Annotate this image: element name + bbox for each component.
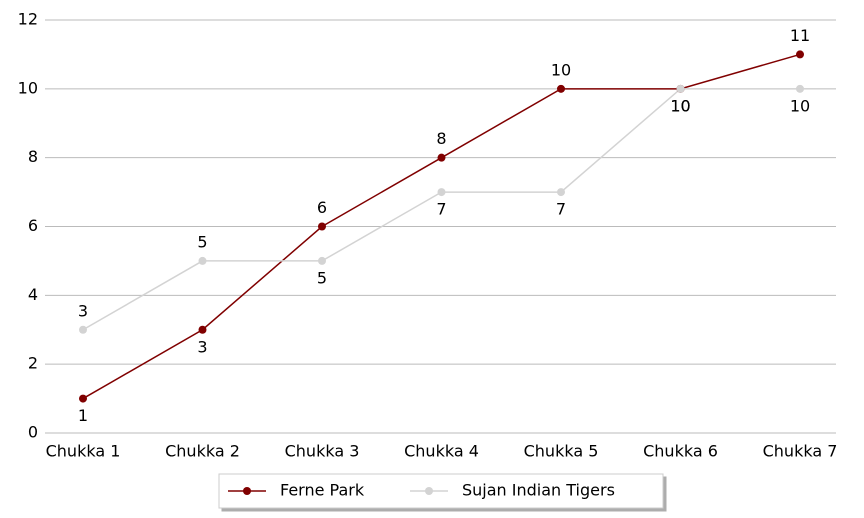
data-label: 10 xyxy=(670,96,690,115)
y-tick-label: 12 xyxy=(18,10,38,29)
data-label: 7 xyxy=(556,200,566,219)
legend-marker xyxy=(243,487,251,495)
data-label: 5 xyxy=(197,232,207,251)
data-label: 11 xyxy=(790,26,810,45)
data-point xyxy=(437,188,446,197)
data-point xyxy=(318,222,326,231)
data-point xyxy=(198,325,207,334)
data-label: 3 xyxy=(78,301,88,320)
x-tick-label: Chukka 3 xyxy=(285,442,360,461)
x-tick-label: Chukka 6 xyxy=(643,442,718,461)
data-point xyxy=(318,256,326,265)
legend-marker xyxy=(425,487,433,495)
x-tick-label: Chukka 5 xyxy=(524,442,599,461)
data-label: 10 xyxy=(670,96,690,115)
y-tick-label: 6 xyxy=(28,216,38,235)
y-tick-label: 8 xyxy=(28,147,38,166)
data-label: 10 xyxy=(551,60,571,79)
data-label: 10 xyxy=(790,96,810,115)
data-point xyxy=(437,153,446,162)
data-point xyxy=(796,50,804,59)
data-label: 5 xyxy=(317,268,327,287)
data-point xyxy=(557,188,565,197)
data-point xyxy=(79,394,87,403)
legend-label: Ferne Park xyxy=(280,481,365,500)
data-label: 7 xyxy=(436,200,446,219)
data-point xyxy=(676,84,685,93)
x-tick-label: Chukka 4 xyxy=(404,442,479,461)
data-point xyxy=(796,84,804,93)
x-tick-label: Chukka 1 xyxy=(46,442,121,461)
data-point xyxy=(557,84,565,93)
y-tick-label: 4 xyxy=(28,285,38,304)
x-tick-label: Chukka 2 xyxy=(165,442,240,461)
legend: Ferne Park Sujan Indian Tigers xyxy=(218,473,664,509)
data-point xyxy=(198,256,207,265)
data-label: 6 xyxy=(317,198,327,217)
y-tick-label: 0 xyxy=(28,423,38,442)
y-tick-label: 10 xyxy=(18,78,38,97)
data-label: 8 xyxy=(436,129,446,148)
data-point xyxy=(79,325,87,334)
legend-label: Sujan Indian Tigers xyxy=(462,481,615,500)
data-label: 1 xyxy=(78,406,88,425)
data-label: 3 xyxy=(197,337,207,356)
y-tick-label: 2 xyxy=(28,354,38,373)
x-tick-label: Chukka 7 xyxy=(763,442,838,461)
